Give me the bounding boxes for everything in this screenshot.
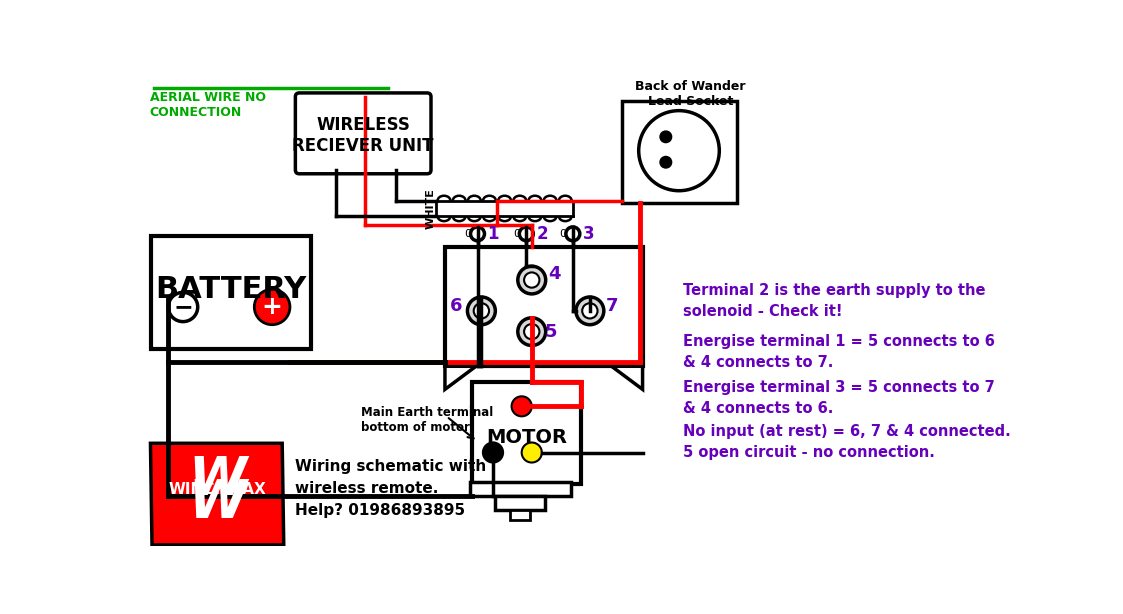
Text: BATTERY: BATTERY bbox=[155, 275, 307, 304]
Text: Wiring schematic with
wireless remote.
Help? 01986893895: Wiring schematic with wireless remote. H… bbox=[295, 459, 486, 518]
Text: Back of Wander
Lead Socket: Back of Wander Lead Socket bbox=[636, 80, 746, 108]
Text: 7: 7 bbox=[606, 297, 619, 315]
Text: 2: 2 bbox=[537, 225, 548, 243]
Circle shape bbox=[660, 131, 672, 142]
Text: Energise terminal 1 = 5 connects to 6
& 4 connects to 7.: Energise terminal 1 = 5 connects to 6 & … bbox=[683, 334, 995, 370]
Circle shape bbox=[522, 443, 541, 462]
Text: No input (at rest) = 6, 7 & 4 connected.
5 open circuit - no connection.: No input (at rest) = 6, 7 & 4 connected.… bbox=[683, 424, 1011, 460]
Text: 3: 3 bbox=[583, 225, 594, 243]
Text: W: W bbox=[189, 454, 247, 506]
Text: WINCHMAX: WINCHMAX bbox=[168, 482, 266, 497]
Text: MOTOR: MOTOR bbox=[486, 427, 567, 446]
Circle shape bbox=[474, 303, 489, 319]
Text: 6: 6 bbox=[450, 297, 463, 315]
Text: W: W bbox=[189, 477, 247, 529]
Circle shape bbox=[471, 227, 484, 241]
Circle shape bbox=[518, 318, 546, 346]
FancyBboxPatch shape bbox=[445, 247, 642, 367]
Polygon shape bbox=[150, 443, 284, 545]
Text: −: − bbox=[173, 295, 193, 319]
Text: 0: 0 bbox=[464, 229, 471, 239]
Text: WIRELESS
RECIEVER UNIT: WIRELESS RECIEVER UNIT bbox=[292, 116, 433, 155]
Text: AERIAL WIRE NO
CONNECTION: AERIAL WIRE NO CONNECTION bbox=[149, 91, 266, 119]
Circle shape bbox=[524, 273, 539, 288]
Circle shape bbox=[519, 227, 533, 241]
Text: 1: 1 bbox=[487, 225, 499, 243]
Circle shape bbox=[576, 297, 604, 325]
Circle shape bbox=[512, 396, 532, 416]
FancyBboxPatch shape bbox=[295, 93, 431, 174]
Text: 0: 0 bbox=[513, 229, 520, 239]
Circle shape bbox=[467, 297, 495, 325]
Circle shape bbox=[660, 157, 672, 168]
Text: 4: 4 bbox=[548, 265, 560, 283]
Text: Terminal 2 is the earth supply to the
solenoid - Check it!: Terminal 2 is the earth supply to the so… bbox=[683, 283, 985, 319]
Circle shape bbox=[524, 324, 539, 340]
Text: +: + bbox=[262, 295, 283, 319]
FancyBboxPatch shape bbox=[495, 495, 545, 510]
FancyBboxPatch shape bbox=[469, 482, 570, 495]
Polygon shape bbox=[612, 367, 642, 389]
Text: Energise terminal 3 = 5 connects to 7
& 4 connects to 6.: Energise terminal 3 = 5 connects to 7 & … bbox=[683, 380, 995, 416]
Text: 5: 5 bbox=[545, 322, 557, 341]
Circle shape bbox=[566, 227, 579, 241]
Polygon shape bbox=[445, 367, 476, 389]
Text: WHITE: WHITE bbox=[426, 188, 436, 229]
FancyBboxPatch shape bbox=[152, 236, 311, 349]
Circle shape bbox=[518, 266, 546, 294]
Text: Main Earth terminal
bottom of motor: Main Earth terminal bottom of motor bbox=[362, 406, 493, 434]
Circle shape bbox=[582, 303, 597, 319]
Circle shape bbox=[483, 443, 503, 462]
Text: 0: 0 bbox=[559, 229, 566, 239]
FancyBboxPatch shape bbox=[510, 510, 530, 520]
FancyBboxPatch shape bbox=[472, 382, 581, 484]
FancyBboxPatch shape bbox=[622, 101, 737, 203]
Circle shape bbox=[254, 289, 290, 325]
